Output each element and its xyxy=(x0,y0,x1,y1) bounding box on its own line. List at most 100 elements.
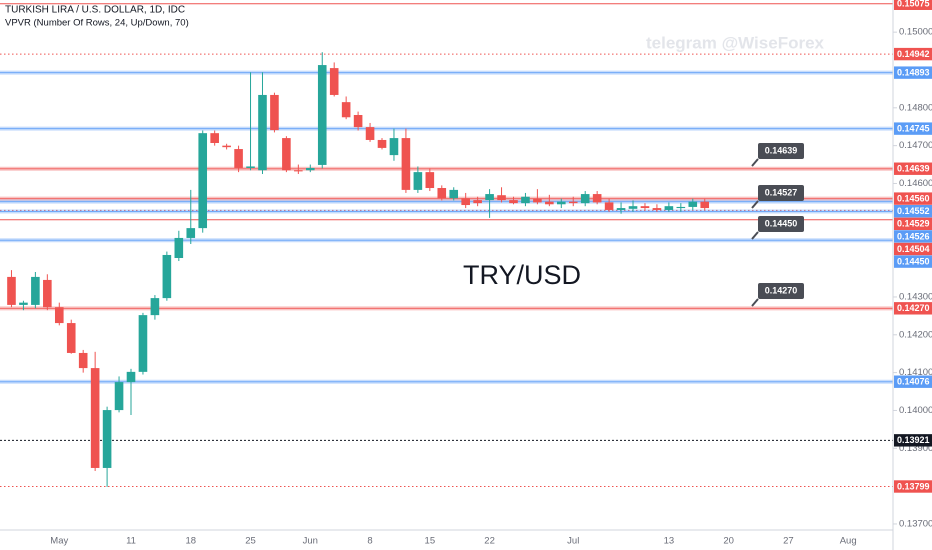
callout-pointer xyxy=(751,231,759,240)
candle-body xyxy=(473,200,482,204)
candle-body xyxy=(78,352,88,369)
price-label: 0.14639 xyxy=(897,164,930,174)
callout-text: 0.14450 xyxy=(765,218,798,228)
candle-body xyxy=(162,254,172,299)
candle-body xyxy=(329,68,339,95)
candle-body xyxy=(700,201,710,209)
x-tick-label: 25 xyxy=(245,536,256,547)
candle-body xyxy=(198,133,208,229)
x-tick-label: Jul xyxy=(567,536,579,547)
price-label: 0.14450 xyxy=(897,256,930,266)
candle-body xyxy=(509,200,518,204)
price-label: 0.15075 xyxy=(897,0,930,9)
callout: 0.14450 xyxy=(751,216,804,240)
x-tick-label: 8 xyxy=(367,536,372,547)
symbol-label: TRY/USD xyxy=(463,260,581,290)
candle-body xyxy=(222,145,231,148)
price-label-box xyxy=(894,0,932,10)
candle-body xyxy=(186,228,196,238)
candle-body xyxy=(628,206,638,209)
price-label-box xyxy=(894,162,932,175)
candle-body xyxy=(437,188,447,199)
price-label-box xyxy=(894,480,932,493)
price-label: 0.14504 xyxy=(897,244,930,254)
y-tick-label: 0.14800 xyxy=(899,102,932,113)
candle-body xyxy=(43,279,52,308)
candle-body xyxy=(413,172,423,190)
price-label: 0.14270 xyxy=(897,303,930,313)
candle-body xyxy=(652,208,662,210)
candle-body xyxy=(317,65,327,165)
chart-title: TURKISH LIRA / U.S. DOLLAR, 1D, IDC xyxy=(5,5,185,16)
plot-area xyxy=(0,3,893,487)
y-tick-label: 0.14200 xyxy=(899,329,932,340)
price-label: 0.14526 xyxy=(897,231,930,241)
candle-body xyxy=(102,410,112,468)
candle-body xyxy=(592,194,602,203)
y-tick-label: 0.14300 xyxy=(899,291,932,302)
x-tick-label: Jun xyxy=(303,536,318,547)
candle-body xyxy=(341,102,351,118)
price-label: 0.14552 xyxy=(897,206,930,216)
price-label-box xyxy=(894,375,932,388)
price-label: 0.13921 xyxy=(897,435,930,445)
price-label-box xyxy=(894,255,932,268)
candle-body xyxy=(126,371,136,383)
candle-body xyxy=(138,315,148,372)
price-label-box xyxy=(894,192,932,205)
candle-body xyxy=(485,194,494,201)
callout-text: 0.14270 xyxy=(765,285,798,295)
candle-body xyxy=(258,94,267,171)
price-label-box xyxy=(894,122,932,135)
candle-body xyxy=(557,201,566,205)
candle-body xyxy=(210,133,219,143)
candle-body xyxy=(521,196,530,204)
candle-body xyxy=(31,276,40,305)
candle-body xyxy=(401,138,411,190)
x-tick-label: 27 xyxy=(783,536,794,547)
candle-body xyxy=(425,172,435,189)
candle-body xyxy=(580,194,590,204)
candle-body xyxy=(66,323,76,353)
indicator-label: VPVR (Number Of Rows, 24, Up/Down, 70) xyxy=(5,18,189,29)
callout-box xyxy=(758,283,804,299)
price-label: 0.14745 xyxy=(897,123,930,133)
candle-body xyxy=(664,206,674,210)
callout: 0.14270 xyxy=(751,283,804,307)
candle-body xyxy=(246,166,255,168)
price-label-box xyxy=(894,66,932,79)
callout-pointer xyxy=(751,298,759,307)
callout: 0.14527 xyxy=(751,185,804,209)
price-label: 0.14560 xyxy=(897,193,930,203)
candle-body xyxy=(19,302,28,305)
y-tick-label: 0.14100 xyxy=(899,367,932,378)
candle-body xyxy=(568,201,578,204)
x-tick-label: 20 xyxy=(723,536,734,547)
candle-body xyxy=(54,307,64,324)
candle-body xyxy=(282,138,291,171)
watermark: telegram @WiseForex xyxy=(646,33,825,52)
candle-body xyxy=(270,94,279,131)
candle-body xyxy=(389,138,399,156)
y-tick-label: 0.14000 xyxy=(899,405,932,416)
candle-body xyxy=(461,198,470,206)
x-tick-label: 11 xyxy=(126,536,136,547)
y-tick-label: 0.15000 xyxy=(899,27,932,38)
price-label-box xyxy=(894,205,932,218)
candle-body xyxy=(377,139,387,148)
price-label: 0.13799 xyxy=(897,481,930,491)
candle-body xyxy=(604,202,614,210)
price-label-box xyxy=(894,217,932,231)
y-tick-label: 0.13700 xyxy=(899,518,932,529)
callout-pointer xyxy=(751,200,759,209)
x-tick-label: 15 xyxy=(425,536,436,547)
price-label-box xyxy=(894,302,932,315)
x-tick-label: 13 xyxy=(664,536,675,547)
callout-box xyxy=(758,185,804,201)
candle-body xyxy=(7,276,16,305)
price-label: 0.14529 xyxy=(897,219,930,229)
y-tick-label: 0.14700 xyxy=(899,140,932,151)
price-label-box xyxy=(894,434,932,447)
candle-body xyxy=(365,127,375,140)
